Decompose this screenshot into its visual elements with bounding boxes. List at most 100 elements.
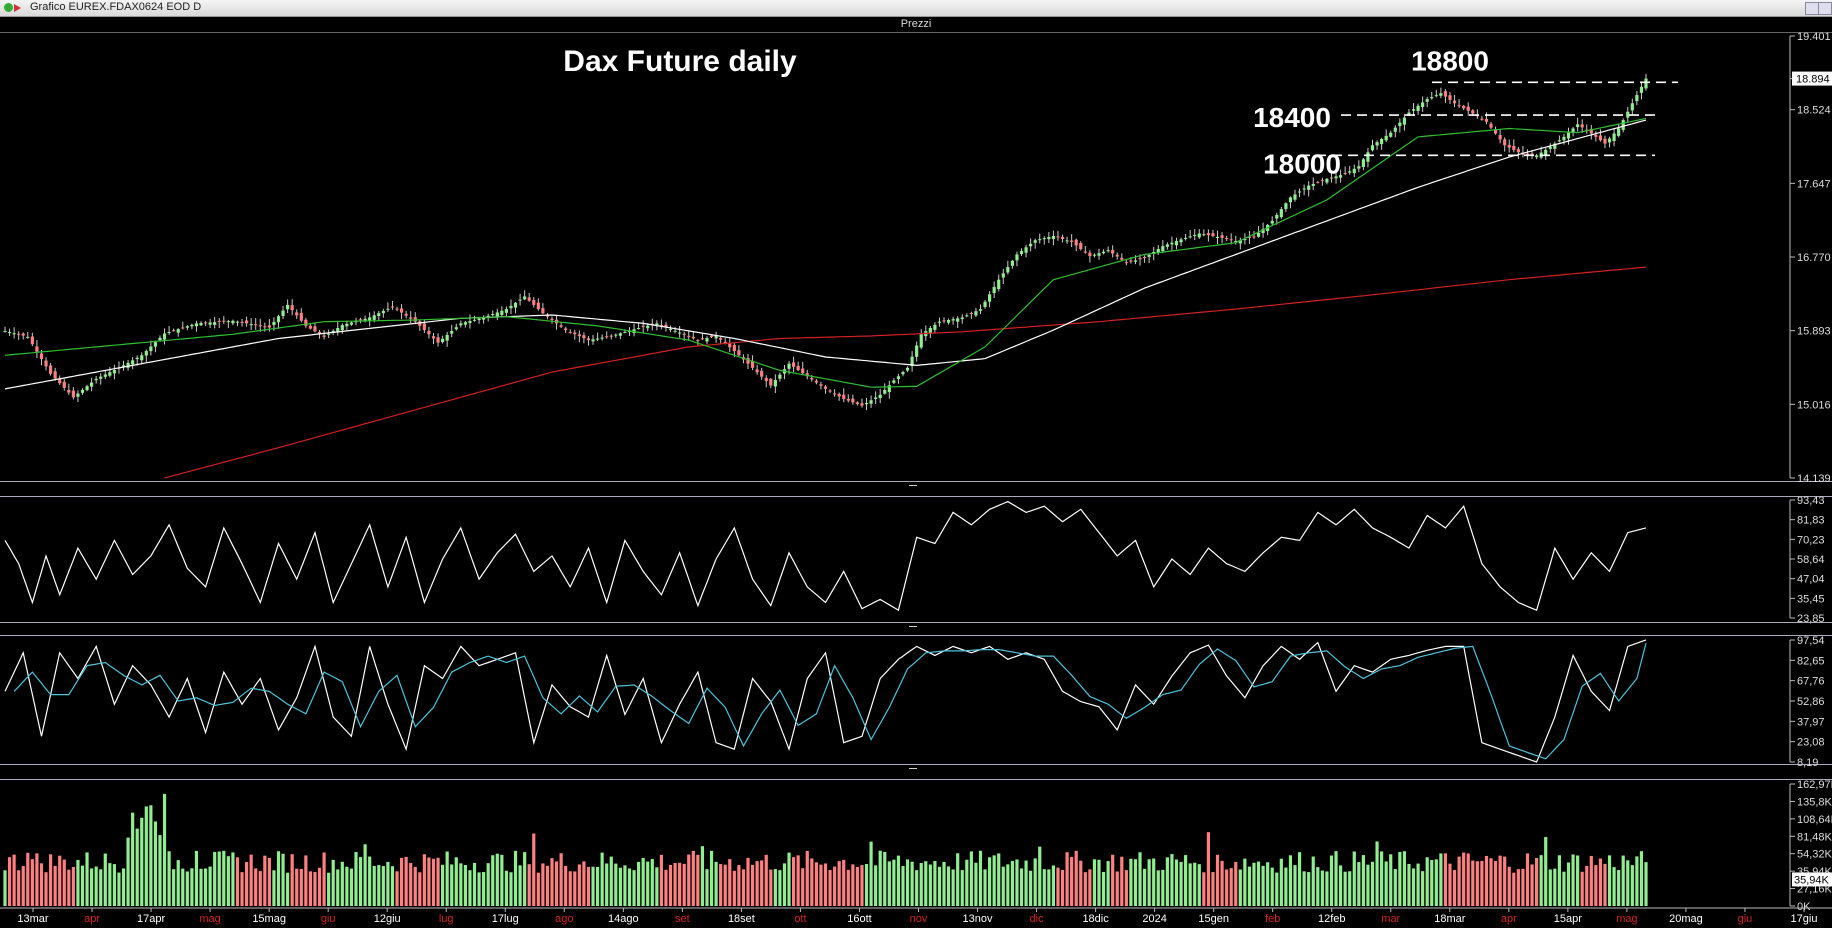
candle-body <box>805 373 809 377</box>
candle-body <box>427 330 431 335</box>
volume-bar <box>1339 865 1343 906</box>
candle-body <box>559 325 563 327</box>
volume-bar <box>700 846 705 906</box>
volume-bar <box>1466 853 1470 906</box>
candle-body <box>1065 240 1069 242</box>
volume-bar <box>896 855 901 906</box>
volume-bar <box>1639 851 1644 906</box>
volume-bar <box>1056 867 1060 906</box>
volume-bar <box>1001 866 1005 906</box>
volume-bar <box>176 860 180 906</box>
candle-body <box>732 345 736 352</box>
volume-bar <box>135 828 139 906</box>
volume-bar <box>1498 855 1502 906</box>
volume-bar <box>404 856 408 906</box>
candle-body <box>523 296 527 300</box>
volume-bar <box>1594 865 1598 906</box>
volume-bar <box>1275 872 1279 906</box>
volume-bar <box>536 872 540 906</box>
volume-bar <box>1644 862 1648 906</box>
candle-body <box>978 309 983 311</box>
osc-tick-label: 47,04 <box>1797 574 1825 586</box>
volume-bar <box>951 869 955 906</box>
candle-body <box>140 355 144 361</box>
volume-bar <box>992 855 996 906</box>
candle-body <box>614 334 618 336</box>
play-icon <box>14 4 21 12</box>
volume-bar <box>577 864 581 906</box>
time-tick-label: 17lug <box>492 913 519 925</box>
candle-body <box>1416 105 1420 111</box>
candle-body <box>418 321 422 326</box>
volume-bar <box>463 865 467 906</box>
volume-bar <box>618 867 622 906</box>
time-tick-label: 20mag <box>1669 913 1703 925</box>
pane-splitter-3[interactable] <box>0 764 1832 780</box>
time-tick-label: mag <box>1616 913 1637 925</box>
candle-body <box>769 378 773 386</box>
volume-bar <box>80 865 85 906</box>
candle-body <box>486 315 490 318</box>
candle-body <box>131 360 135 365</box>
candle-body <box>1247 236 1252 238</box>
pane-splitter-2[interactable] <box>0 622 1832 636</box>
volume-bar <box>1443 853 1448 906</box>
volume-bar <box>1566 862 1571 906</box>
candle-body <box>673 330 677 332</box>
candle-body <box>942 320 946 322</box>
volume-bar <box>71 866 75 906</box>
time-tick-label: giu <box>1738 913 1753 925</box>
volume-bar <box>167 851 171 906</box>
candle-body <box>513 302 518 308</box>
candle-body <box>750 361 755 368</box>
candle-body <box>586 338 591 341</box>
price-tick-label: 15.016 <box>1797 399 1831 411</box>
volume-bar <box>828 869 832 906</box>
volume-bar <box>609 856 613 906</box>
volume-bar <box>1070 856 1074 906</box>
volume-bar <box>819 864 823 906</box>
pane-splitter-1[interactable] <box>0 481 1832 497</box>
candle-body <box>801 368 805 374</box>
volume-bar <box>1038 846 1042 906</box>
volume-bar <box>477 872 481 906</box>
volume-bar <box>1512 872 1516 906</box>
candle-body <box>1425 99 1429 102</box>
volume-bar <box>1238 869 1242 906</box>
candle-body <box>573 332 577 335</box>
volume-bar <box>495 853 499 906</box>
volume-bar <box>969 851 973 906</box>
vol-tick-label: 0K <box>1797 901 1811 913</box>
candle-body <box>1571 128 1575 133</box>
candle-body <box>422 323 426 331</box>
volume-bar <box>240 872 244 906</box>
volume-bar <box>801 868 805 906</box>
price-tick-label: 15.893 <box>1797 326 1831 338</box>
candle-body <box>714 335 718 339</box>
candle-body <box>1361 159 1365 167</box>
volume-bar <box>1193 862 1197 906</box>
volume-bar <box>650 859 654 906</box>
volume-bar <box>263 855 267 906</box>
volume-bar <box>1097 859 1101 906</box>
volume-bar <box>313 872 317 906</box>
volume-bar <box>249 854 253 906</box>
volume-bar <box>1370 861 1375 906</box>
candle-body <box>1297 191 1302 193</box>
volume-bar <box>1457 856 1461 906</box>
time-tick-label: lug <box>439 913 454 925</box>
candle-body <box>851 398 855 403</box>
candle-body <box>641 325 645 327</box>
osc-tick-label: 93,43 <box>1797 495 1825 507</box>
candle-body <box>833 393 837 395</box>
candle-body <box>1202 234 1206 236</box>
candle-body <box>185 326 189 328</box>
volume-bar <box>395 871 399 906</box>
volume-bar <box>1393 869 1397 906</box>
candle-body <box>910 356 914 367</box>
volume-bar <box>1065 852 1069 906</box>
candle-body <box>12 333 16 335</box>
candle-body <box>709 335 714 338</box>
volume-bar <box>792 857 796 906</box>
vol-tick-label: 81,48K <box>1797 831 1832 843</box>
